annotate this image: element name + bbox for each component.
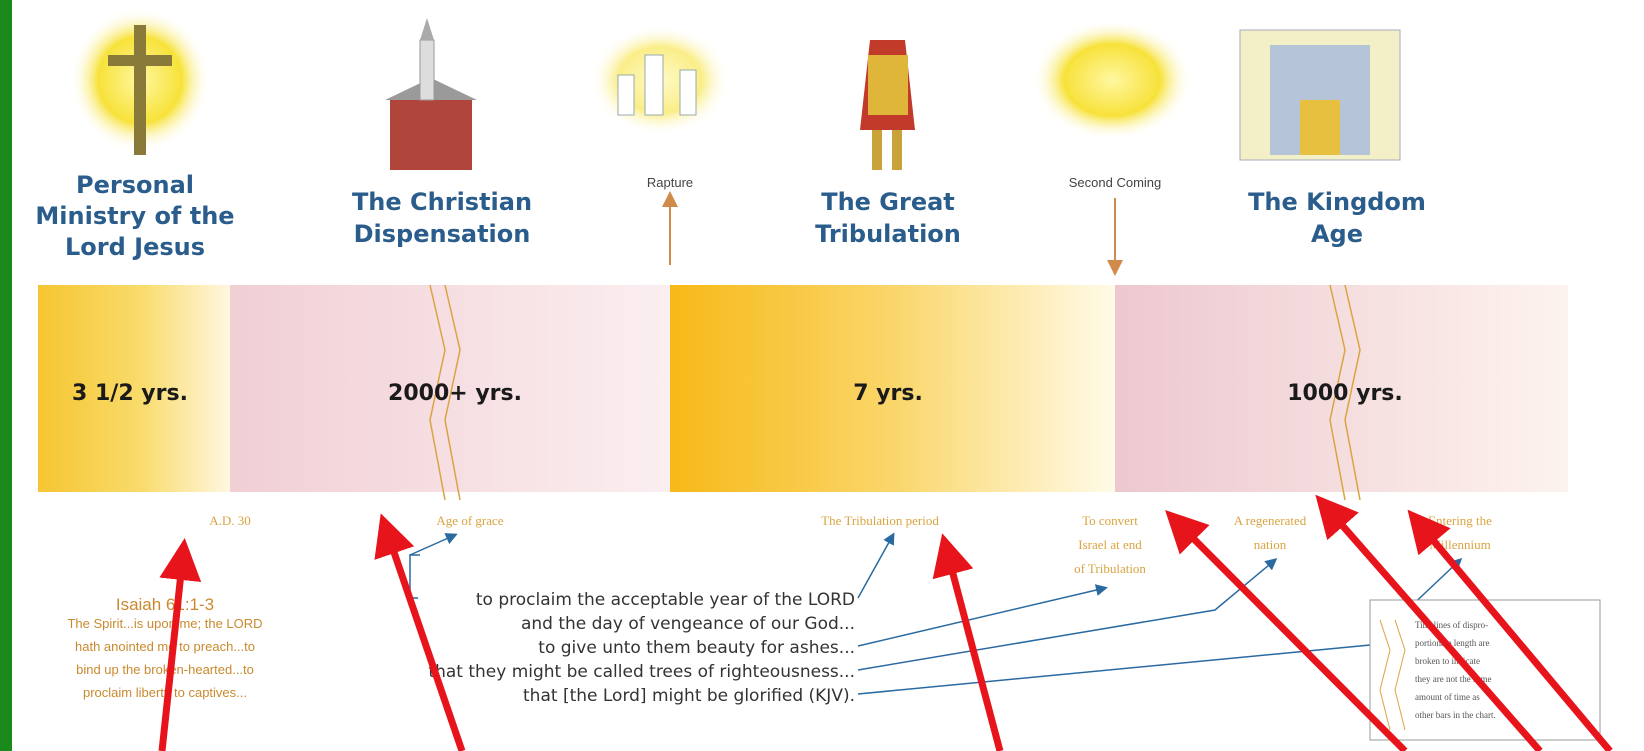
period-title: The Great: [821, 188, 955, 216]
period-title: Dispensation: [354, 220, 531, 248]
period-title: Personal: [76, 171, 194, 199]
side-note-line: broken to indicate: [1415, 656, 1480, 666]
note: nation: [1254, 537, 1287, 552]
quote-line: and the day of vengeance of our God...: [521, 614, 855, 634]
note: Entering the: [1428, 513, 1492, 528]
scripture-reference: Isaiah 61:1-3: [116, 595, 214, 614]
duration: 3 1/2 yrs.: [72, 381, 188, 406]
note: The Tribulation period: [821, 513, 939, 528]
note: A regenerated: [1234, 513, 1307, 528]
scripture-line: bind up the broken-hearted...to: [76, 662, 254, 677]
period-title: The Christian: [352, 188, 532, 216]
note: Age of grace: [436, 513, 503, 528]
note: To convert: [1082, 513, 1138, 528]
quote-line: that [the Lord] might be glorified (KJV)…: [523, 686, 855, 706]
period-title: Ministry of the: [35, 202, 234, 230]
period-title: The Kingdom: [1248, 188, 1426, 216]
note: of Tribulation: [1074, 561, 1146, 576]
duration: 1000 yrs.: [1287, 381, 1403, 406]
duration: 7 yrs.: [853, 381, 923, 406]
note: A.D. 30: [209, 513, 251, 528]
side-note-line: other bars in the chart.: [1415, 710, 1496, 720]
scripture-line: hath anointed me to preach...to: [75, 639, 255, 654]
period-title: Age: [1311, 220, 1363, 248]
duration: 2000+ yrs.: [388, 381, 522, 406]
side-note-line: amount of time as: [1415, 692, 1480, 702]
quote-line: that they might be called trees of right…: [428, 662, 855, 682]
event-label: Second Coming: [1069, 175, 1162, 190]
period-title: Tribulation: [815, 220, 961, 248]
scripture-line: The Spirit...is upon me; the LORD: [67, 616, 262, 631]
quote-line: to give unto them beauty for ashes...: [538, 638, 855, 658]
page: {"events": [{"label": "Rapture"}, {"labe…: [0, 0, 1644, 751]
icons: [70, 8, 1400, 170]
quote-line: to proclaim the acceptable year of the L…: [476, 590, 855, 610]
event-label: Rapture: [647, 175, 693, 190]
note: Israel at end: [1078, 537, 1142, 552]
diagram: Rapture Second Coming Personal Ministry …: [0, 0, 1644, 751]
left-border: [0, 0, 12, 751]
period-title: Lord Jesus: [65, 233, 205, 261]
